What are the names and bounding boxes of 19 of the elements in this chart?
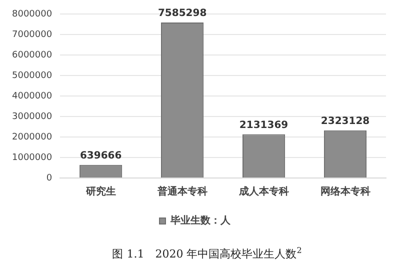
data-label: 7585298 — [158, 8, 207, 20]
y-tick-label: 4000000 — [12, 91, 52, 102]
y-tick-label: 8000000 — [12, 9, 52, 20]
y-tick-label: 1000000 — [12, 152, 52, 163]
caption: 图 1.1 2020 年中国高校毕业生人数$^{2}$ — [111, 246, 303, 262]
legend-label: 毕业生数：人 — [170, 214, 232, 227]
x-tick-label: 普通本专科 — [156, 186, 208, 198]
x-tick-label: 研究生 — [84, 186, 116, 198]
y-tick-label: 6000000 — [12, 50, 52, 60]
y-tick-label: 0 — [46, 173, 52, 184]
data-label: 2131369 — [239, 120, 288, 131]
y-tick-label: 2000000 — [12, 132, 52, 142]
data-label: 639666 — [80, 150, 122, 162]
y-tick-label: 7000000 — [12, 30, 52, 40]
x-tick-label: 成人本专科 — [238, 186, 289, 198]
x-tick-label: 网络本专科 — [320, 186, 370, 198]
y-tick-label: 3000000 — [12, 112, 52, 122]
data-label: 2323128 — [320, 116, 370, 127]
y-tick-label: 5000000 — [12, 70, 52, 81]
